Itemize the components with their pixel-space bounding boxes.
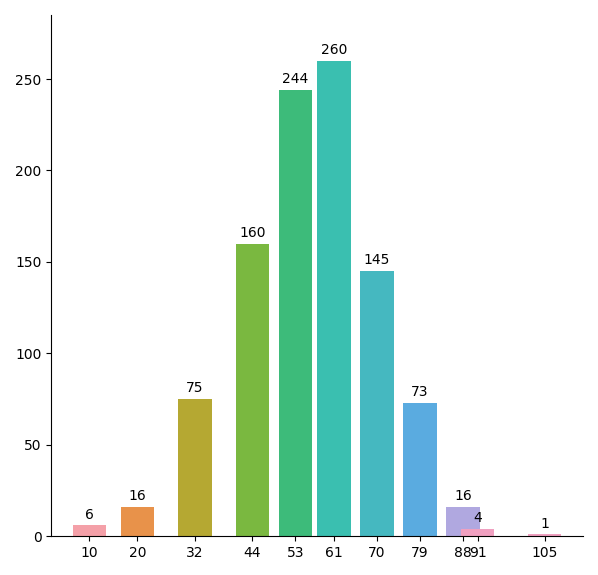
Bar <box>317 61 350 536</box>
Bar <box>447 507 480 536</box>
Bar <box>178 399 212 536</box>
Text: 260: 260 <box>321 43 347 57</box>
Text: 75: 75 <box>186 381 203 396</box>
Bar <box>236 244 269 536</box>
Text: 73: 73 <box>411 385 429 399</box>
Text: 16: 16 <box>454 489 472 503</box>
Text: 16: 16 <box>129 489 147 503</box>
Bar <box>528 534 562 536</box>
Bar <box>121 507 154 536</box>
Text: 6: 6 <box>85 508 94 522</box>
Text: 244: 244 <box>282 72 309 86</box>
Text: 145: 145 <box>364 254 390 267</box>
Text: 160: 160 <box>239 226 266 240</box>
Text: 1: 1 <box>540 517 549 531</box>
Text: 4: 4 <box>473 511 482 526</box>
Bar <box>461 529 495 536</box>
Bar <box>73 526 106 536</box>
Bar <box>403 402 437 536</box>
Bar <box>360 271 393 536</box>
Bar <box>279 90 312 536</box>
